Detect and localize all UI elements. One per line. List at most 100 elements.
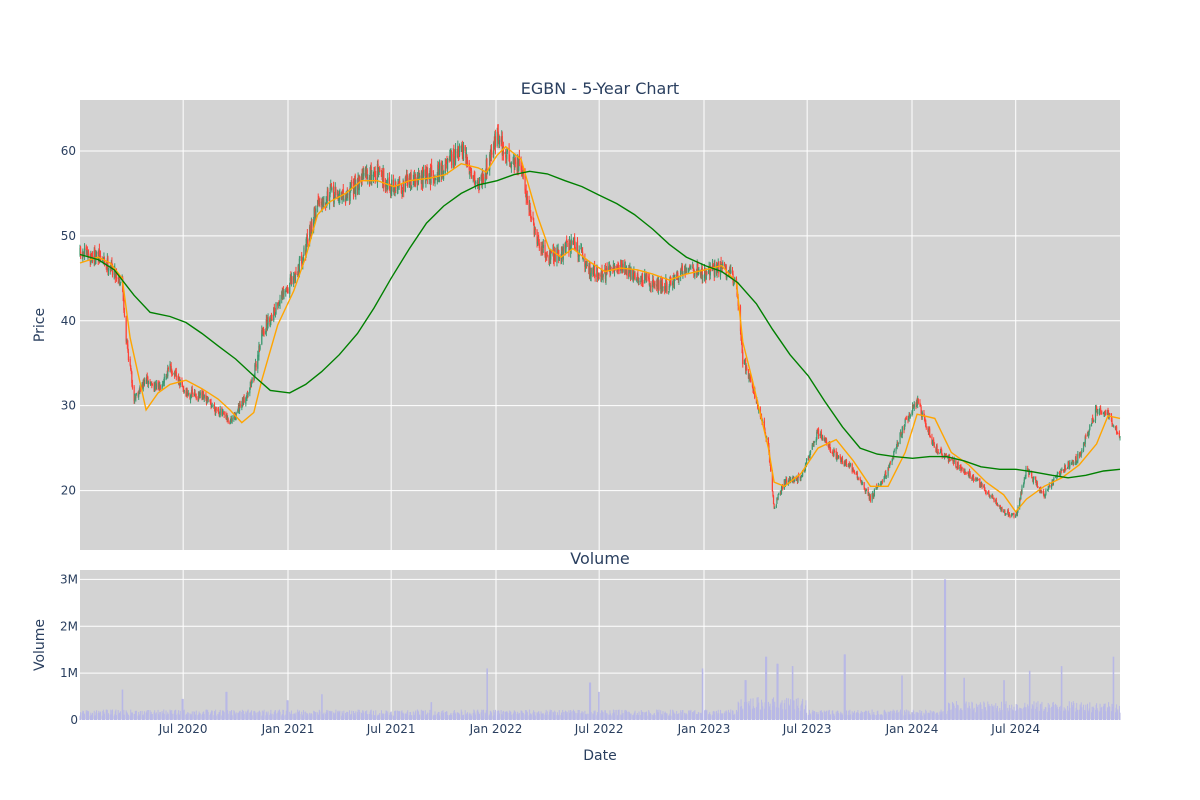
candle	[119, 281, 122, 286]
candle	[127, 348, 130, 362]
candle	[529, 202, 531, 216]
candle	[238, 401, 241, 415]
volume-bar	[469, 712, 471, 720]
volume-bar	[285, 714, 287, 720]
candle-body	[466, 154, 468, 163]
candle-body	[748, 376, 750, 379]
volume-bar	[751, 708, 753, 720]
candle-body	[1047, 487, 1049, 490]
candle	[597, 276, 599, 279]
candle-body	[915, 405, 917, 407]
volume-bar	[93, 710, 95, 720]
volume-bar	[859, 713, 861, 720]
volume-bar	[393, 715, 395, 720]
volume-bar	[162, 712, 164, 720]
volume-bar	[354, 713, 356, 720]
volume-bar	[684, 713, 686, 720]
candle	[957, 460, 959, 470]
candle	[856, 470, 858, 480]
volume-bar	[553, 714, 555, 720]
candle-body	[606, 267, 608, 271]
candle-body	[755, 398, 758, 403]
volume-bar	[806, 712, 808, 720]
volume-bar	[488, 715, 490, 720]
candle-body	[757, 406, 759, 410]
candle	[351, 176, 353, 189]
candle	[626, 267, 628, 279]
volume-bar	[481, 715, 483, 720]
volume-bar	[470, 713, 472, 720]
candle	[1028, 469, 1030, 475]
candle-body	[681, 265, 683, 275]
candle-body	[449, 155, 451, 160]
candle	[984, 487, 986, 492]
candle-body	[552, 249, 555, 261]
candle-body	[865, 489, 868, 491]
volume-bar	[151, 714, 153, 720]
candle-body	[521, 167, 523, 174]
volume-bar	[697, 711, 699, 720]
volume-bar	[420, 709, 422, 720]
volume-bar	[757, 697, 759, 720]
candle-body	[425, 170, 428, 179]
candle-body	[634, 273, 636, 281]
volume-bar	[482, 710, 484, 720]
volume-bar	[808, 714, 810, 720]
volume-bar	[362, 710, 364, 720]
candle	[458, 156, 460, 161]
candle-body	[1097, 412, 1099, 414]
volume-bar	[406, 713, 408, 720]
candle	[893, 450, 895, 460]
volume-bar	[822, 712, 824, 720]
volume-bar	[664, 712, 666, 720]
candle-body	[154, 385, 156, 392]
volume-bar	[313, 711, 315, 720]
volume-bar	[429, 709, 431, 720]
candle-body	[468, 163, 470, 170]
volume-bar	[225, 691, 227, 720]
volume-bar	[815, 711, 817, 720]
volume-bar	[742, 708, 744, 720]
candle	[171, 368, 173, 377]
candle-body	[229, 421, 232, 424]
volume-bar	[179, 710, 181, 720]
candle-body	[770, 464, 772, 471]
candle	[285, 288, 287, 297]
candle	[1021, 484, 1023, 495]
volume-bar	[620, 714, 622, 720]
volume-bar	[594, 710, 596, 720]
candle-body	[778, 493, 780, 495]
candle	[634, 271, 636, 281]
candle-body	[871, 493, 873, 501]
candle-body	[873, 495, 875, 497]
candle	[249, 387, 251, 397]
price-y-tick-label: 20	[61, 484, 76, 498]
candle	[1096, 405, 1098, 411]
candle	[530, 209, 532, 222]
candle-body	[431, 165, 433, 173]
volume-bar	[454, 712, 456, 720]
candle-body	[469, 169, 471, 171]
volume-bar	[632, 715, 634, 720]
volume-bar	[405, 714, 407, 720]
volume-bar	[439, 715, 441, 720]
candle	[718, 261, 720, 278]
candle-body	[771, 470, 773, 492]
candle	[509, 154, 511, 167]
volume-bar	[653, 713, 655, 720]
candle-body	[1068, 462, 1070, 467]
volume-bar	[114, 714, 116, 720]
candle-body	[827, 444, 829, 447]
candle-body	[1069, 462, 1071, 467]
volume-bar	[765, 656, 767, 720]
candle	[664, 282, 666, 295]
candle-body	[1028, 471, 1030, 475]
volume-bar	[229, 715, 231, 720]
volume-bar	[864, 711, 866, 720]
candle-body	[704, 269, 706, 273]
volume-bar	[808, 709, 810, 720]
candle	[1113, 425, 1115, 428]
volume-bar	[423, 711, 425, 720]
volume-bar	[342, 713, 344, 720]
